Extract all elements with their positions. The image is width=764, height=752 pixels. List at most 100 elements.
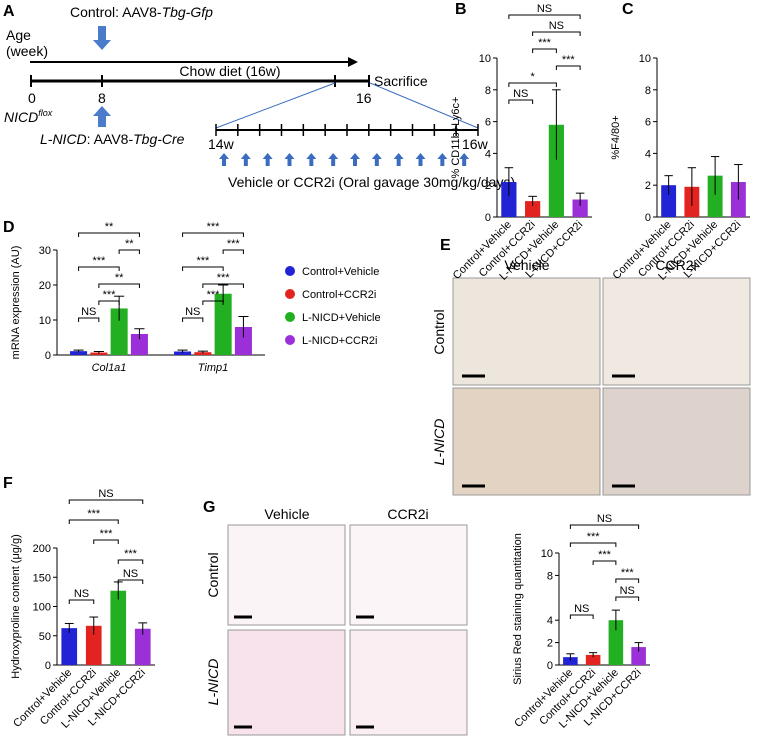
significance-label: * — [530, 71, 535, 83]
dose-arrow — [437, 153, 448, 166]
significance-label: NS — [513, 88, 528, 100]
row-label: Control — [431, 309, 447, 354]
treated-text: L-NICD — [40, 131, 87, 147]
dose-arrow — [350, 153, 360, 166]
significance-bracket — [182, 266, 224, 271]
significance-label: *** — [621, 567, 635, 579]
significance-bracket — [68, 519, 119, 524]
bar — [214, 293, 232, 355]
mouse-text: NICD — [4, 109, 38, 125]
significance-bracket — [508, 14, 581, 19]
age-unit: (week) — [6, 43, 48, 59]
y-axis-label: %F4/80+ — [610, 115, 622, 159]
bar — [525, 201, 541, 217]
legend-swatch — [285, 335, 295, 345]
bar — [563, 657, 578, 665]
week-label: 16 — [356, 90, 372, 106]
legend-swatch — [285, 312, 295, 322]
y-tick-label: 10 — [479, 53, 491, 65]
significance-label: NS — [597, 513, 612, 525]
significance-bracket — [93, 539, 119, 544]
zoom-end: 16w — [462, 136, 489, 152]
y-tick-label: 8 — [645, 85, 651, 97]
significance-label: NS — [549, 20, 564, 32]
mouse-sup: flox — [38, 108, 53, 118]
legend-label: Control+Vehicle — [302, 266, 379, 278]
injection-arrow — [93, 26, 111, 50]
significance-label: ** — [105, 221, 114, 233]
y-tick-label: 30 — [39, 245, 51, 257]
bar — [85, 625, 102, 665]
dose-arrow — [328, 153, 339, 166]
significance-bracket — [202, 300, 224, 305]
significance-label: NS — [98, 488, 113, 500]
significance-label: NS — [81, 306, 96, 318]
treatment-label: Vehicle or CCR2i (Oral gavage 30mg/kg/da… — [228, 174, 515, 190]
zoom-line — [369, 82, 479, 129]
y-tick-label: 10 — [639, 53, 651, 65]
significance-label: *** — [207, 289, 221, 301]
y-tick-label: 10 — [39, 315, 51, 327]
control-label: Control: AAV8-Tbg-Gfp — [70, 4, 213, 20]
y-tick-label: 2 — [547, 638, 553, 650]
dose-arrow — [240, 153, 251, 166]
micrograph — [452, 387, 601, 496]
panel-letter: D — [3, 219, 15, 236]
bar — [631, 647, 646, 665]
column-label: Vehicle — [504, 257, 549, 273]
significance-bracket — [202, 283, 244, 288]
y-axis-label: Hydroxyproline content (μg/g) — [10, 534, 22, 679]
bar — [501, 182, 517, 217]
legend-swatch — [285, 266, 295, 276]
column-label: CCR2i — [655, 257, 696, 273]
column-label: Vehicle — [264, 506, 309, 522]
dose-arrows — [219, 153, 470, 166]
significance-bracket — [68, 499, 144, 504]
y-tick-label: 2 — [645, 180, 651, 192]
micrograph — [602, 387, 751, 496]
significance-bracket — [98, 283, 140, 288]
significance-label: *** — [598, 549, 612, 561]
micrograph — [602, 277, 751, 386]
legend-swatch — [285, 289, 295, 299]
bar — [130, 334, 148, 355]
significance-label: *** — [562, 54, 576, 66]
treated-vector: Tbg-Cre — [133, 131, 185, 147]
legend-label: L-NICD+CCR2i — [302, 335, 378, 347]
significance-label: *** — [196, 255, 210, 267]
x-tick-label: Col1a1 — [92, 362, 127, 374]
significance-bracket — [569, 542, 617, 547]
bar — [174, 351, 192, 355]
y-tick-label: 0 — [547, 660, 553, 672]
significance-label: *** — [587, 531, 601, 543]
significance-bracket — [68, 599, 95, 604]
bar — [707, 175, 723, 217]
bar — [90, 352, 108, 355]
y-tick-label: 0 — [645, 212, 651, 224]
sacrifice-label: Sacrifice — [374, 73, 428, 89]
significance-bracket — [615, 596, 640, 601]
y-tick-label: 0 — [45, 350, 51, 362]
bar — [61, 628, 78, 665]
micrograph — [349, 524, 468, 626]
y-tick-label: 200 — [33, 543, 51, 555]
significance-bracket — [615, 578, 640, 583]
significance-bracket — [182, 317, 204, 322]
significance-label: *** — [92, 255, 106, 267]
y-tick-label: 10 — [541, 548, 553, 560]
bar — [548, 124, 564, 217]
y-tick-label: 100 — [33, 602, 51, 614]
bar — [730, 182, 746, 217]
mouse-label: NICDflox — [4, 108, 53, 125]
significance-bracket — [569, 614, 594, 619]
week-label: 8 — [98, 90, 106, 106]
bar — [194, 352, 212, 355]
significance-bracket — [555, 65, 581, 70]
significance-bracket — [98, 300, 120, 305]
y-tick-label: 4 — [547, 615, 553, 627]
significance-label: NS — [537, 3, 552, 15]
micrograph — [452, 277, 601, 386]
y-axis-label: mRNA expression (AU) — [10, 246, 22, 360]
dose-arrow — [415, 153, 426, 166]
